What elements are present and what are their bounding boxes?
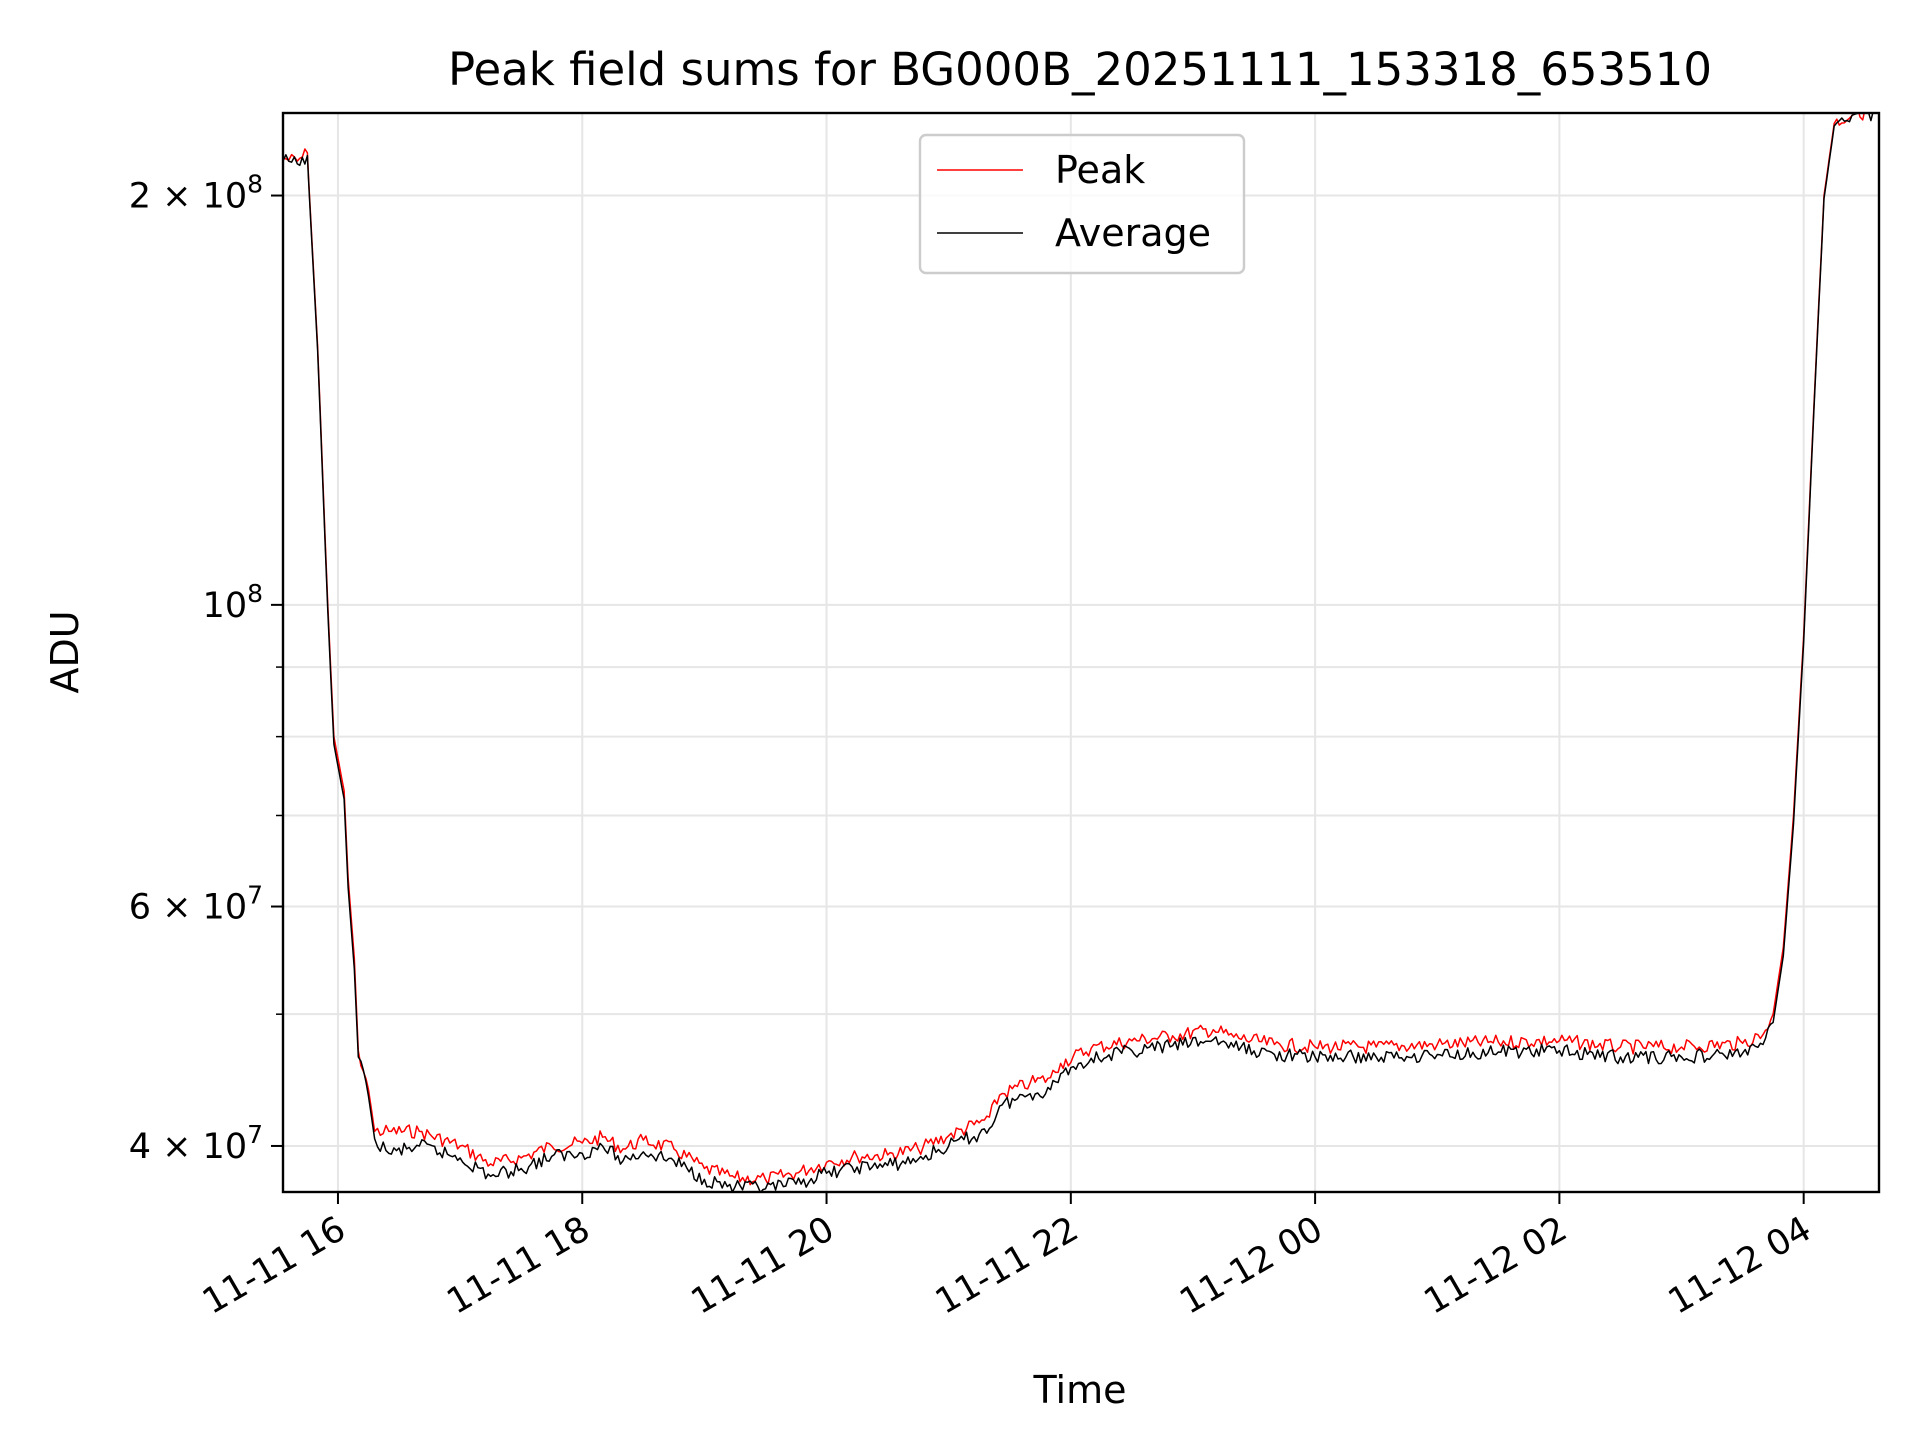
- chart-title: Peak field sums for BG000B_20251111_1533…: [448, 43, 1712, 96]
- series-layer: [283, 113, 1879, 1192]
- series-line-peak: [283, 113, 1879, 1186]
- legend-label-peak: Peak: [1055, 148, 1145, 192]
- y-axis-label: ADU: [43, 610, 87, 693]
- y-tick-label: 108: [203, 579, 263, 626]
- legend-label-average: Average: [1055, 211, 1211, 255]
- plot-area-frame: [281, 111, 1881, 1194]
- y-tick-label: 6 × 107: [129, 881, 263, 928]
- series-line-average: [283, 113, 1879, 1192]
- y-tick-label: 2 × 108: [129, 170, 263, 217]
- x-axis-label: Time: [1033, 1368, 1127, 1412]
- y-tick-label: 4 × 107: [129, 1120, 263, 1167]
- legend: Peak Average: [918, 133, 1246, 275]
